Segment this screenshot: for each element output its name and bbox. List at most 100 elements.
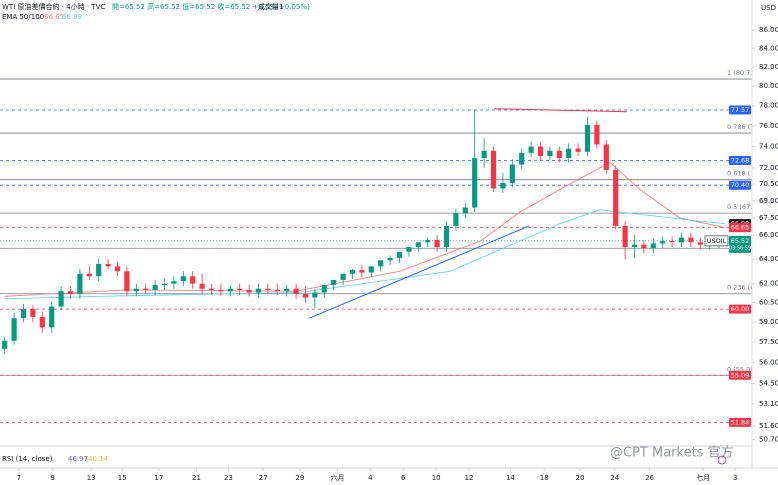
price-tag-label: 66.65 [731, 224, 750, 232]
candle-body [2, 340, 8, 349]
candle-body [265, 288, 271, 290]
y-tick-label: 57.50 [759, 338, 778, 346]
x-tick-label: 12 [465, 474, 474, 482]
fib-label: 0.618 (70. [727, 170, 761, 178]
y-tick-label: 62.00 [759, 280, 778, 288]
candle-body [528, 146, 534, 153]
candle-body [490, 150, 497, 189]
y-tick-label: 51.60 [759, 422, 778, 430]
candle-body [293, 288, 299, 294]
rsi-value: 40.14 [88, 455, 109, 463]
countdown: 03:56:59 [729, 245, 751, 251]
x-tick-label: 26 [645, 474, 654, 482]
candle-body [434, 239, 440, 248]
currency: USD [761, 4, 776, 12]
x-tick-label: 27 [259, 474, 268, 482]
fib-label: 0.5 (67.9 [727, 203, 756, 211]
candle-body [152, 284, 158, 290]
price-tag [729, 370, 751, 380]
x-tick-label: 15 [118, 474, 127, 482]
x-tick-label: 29 [295, 474, 304, 482]
candle-body [425, 239, 431, 243]
x-tick-label: 6 [401, 474, 406, 482]
candle-body [105, 263, 111, 267]
x-tick-label: 13 [87, 474, 96, 482]
x-tick-label: 24 [610, 474, 619, 482]
fib-label: 0.786 (75. [727, 123, 761, 131]
price-tag-label: 77.57 [731, 106, 750, 114]
x-tick-label: 六月 [330, 473, 344, 482]
candle-body [443, 225, 450, 248]
y-tick-label: 82.00 [759, 63, 778, 71]
candle-body [199, 283, 205, 289]
x-tick-label: 18 [540, 474, 549, 482]
last-price-label: 65.52 [731, 237, 750, 245]
candle-body [697, 242, 703, 245]
candle-body [96, 263, 102, 277]
y-tick-label: 78.00 [759, 102, 778, 110]
price-tag [729, 155, 751, 165]
y-tick-label: 80.00 [759, 82, 778, 90]
candle-body [340, 273, 346, 280]
candle-body [566, 148, 572, 159]
x-tick-label: 9 [50, 474, 54, 482]
ema-label: EMA 50/100 [2, 13, 44, 21]
candle-body [575, 148, 581, 152]
y-tick-label: 69.00 [759, 197, 778, 205]
x-tick-label: 21 [192, 474, 201, 482]
y-tick-label: 64.00 [759, 255, 778, 263]
candle-body [669, 241, 675, 243]
y-tick-label: 50.70 [759, 436, 778, 444]
candle-body [133, 288, 139, 292]
candle-body [302, 293, 309, 298]
candle-body [11, 318, 17, 341]
candle-body [678, 237, 685, 243]
price-tag-label: 72.68 [731, 156, 750, 164]
candle-body [415, 242, 421, 248]
price-tag [729, 417, 751, 427]
candle-body [613, 169, 619, 226]
y-tick-label: 56.00 [759, 359, 778, 367]
title: WTI 原油差價合約 · 4小時 · TVC [2, 2, 105, 11]
candle-body [143, 288, 149, 290]
candle-body [481, 150, 487, 159]
candle-body [594, 124, 600, 145]
ema-value: 66.65 [44, 13, 64, 21]
candle-body [255, 288, 262, 293]
x-tick-label: 10 [432, 474, 441, 482]
x-tick-label: 7 [17, 474, 21, 482]
y-tick-label: 86.00 [759, 26, 778, 34]
candle-body [631, 244, 638, 248]
price-tag-label: 60.00 [731, 305, 750, 313]
candle-body [331, 279, 337, 285]
candle-body [537, 146, 544, 157]
event-icon[interactable] [717, 455, 727, 465]
y-tick-label: 72.00 [759, 164, 778, 172]
candle-body [462, 207, 468, 214]
price-tag-label: 51.84 [731, 418, 750, 426]
fib-label: 1 (80.73) [727, 69, 757, 77]
volume: 成交量1 [258, 2, 283, 11]
candle-body [58, 291, 64, 307]
candle-body [519, 152, 525, 165]
candle-body [509, 164, 515, 183]
candle-body [208, 288, 215, 290]
price-tag [729, 304, 751, 314]
candle-body [39, 316, 45, 328]
candle-body [218, 289, 224, 292]
candle-body [622, 225, 628, 248]
y-tick-label: 74.00 [759, 143, 778, 151]
x-tick-label: 20 [576, 474, 585, 482]
candle-body [584, 124, 591, 152]
y-tick-label: 70.50 [759, 180, 778, 188]
fib-label: 0 (55.09) [727, 365, 757, 373]
y-tick-label: 66.00 [759, 231, 778, 239]
y-tick-label: 59.00 [759, 318, 778, 326]
candle-body [227, 288, 233, 292]
candle-body [349, 270, 356, 274]
price-tag-label: 55.09 [731, 371, 750, 379]
candle-body [30, 309, 36, 317]
candle-body [500, 182, 506, 189]
trendline [494, 108, 627, 113]
